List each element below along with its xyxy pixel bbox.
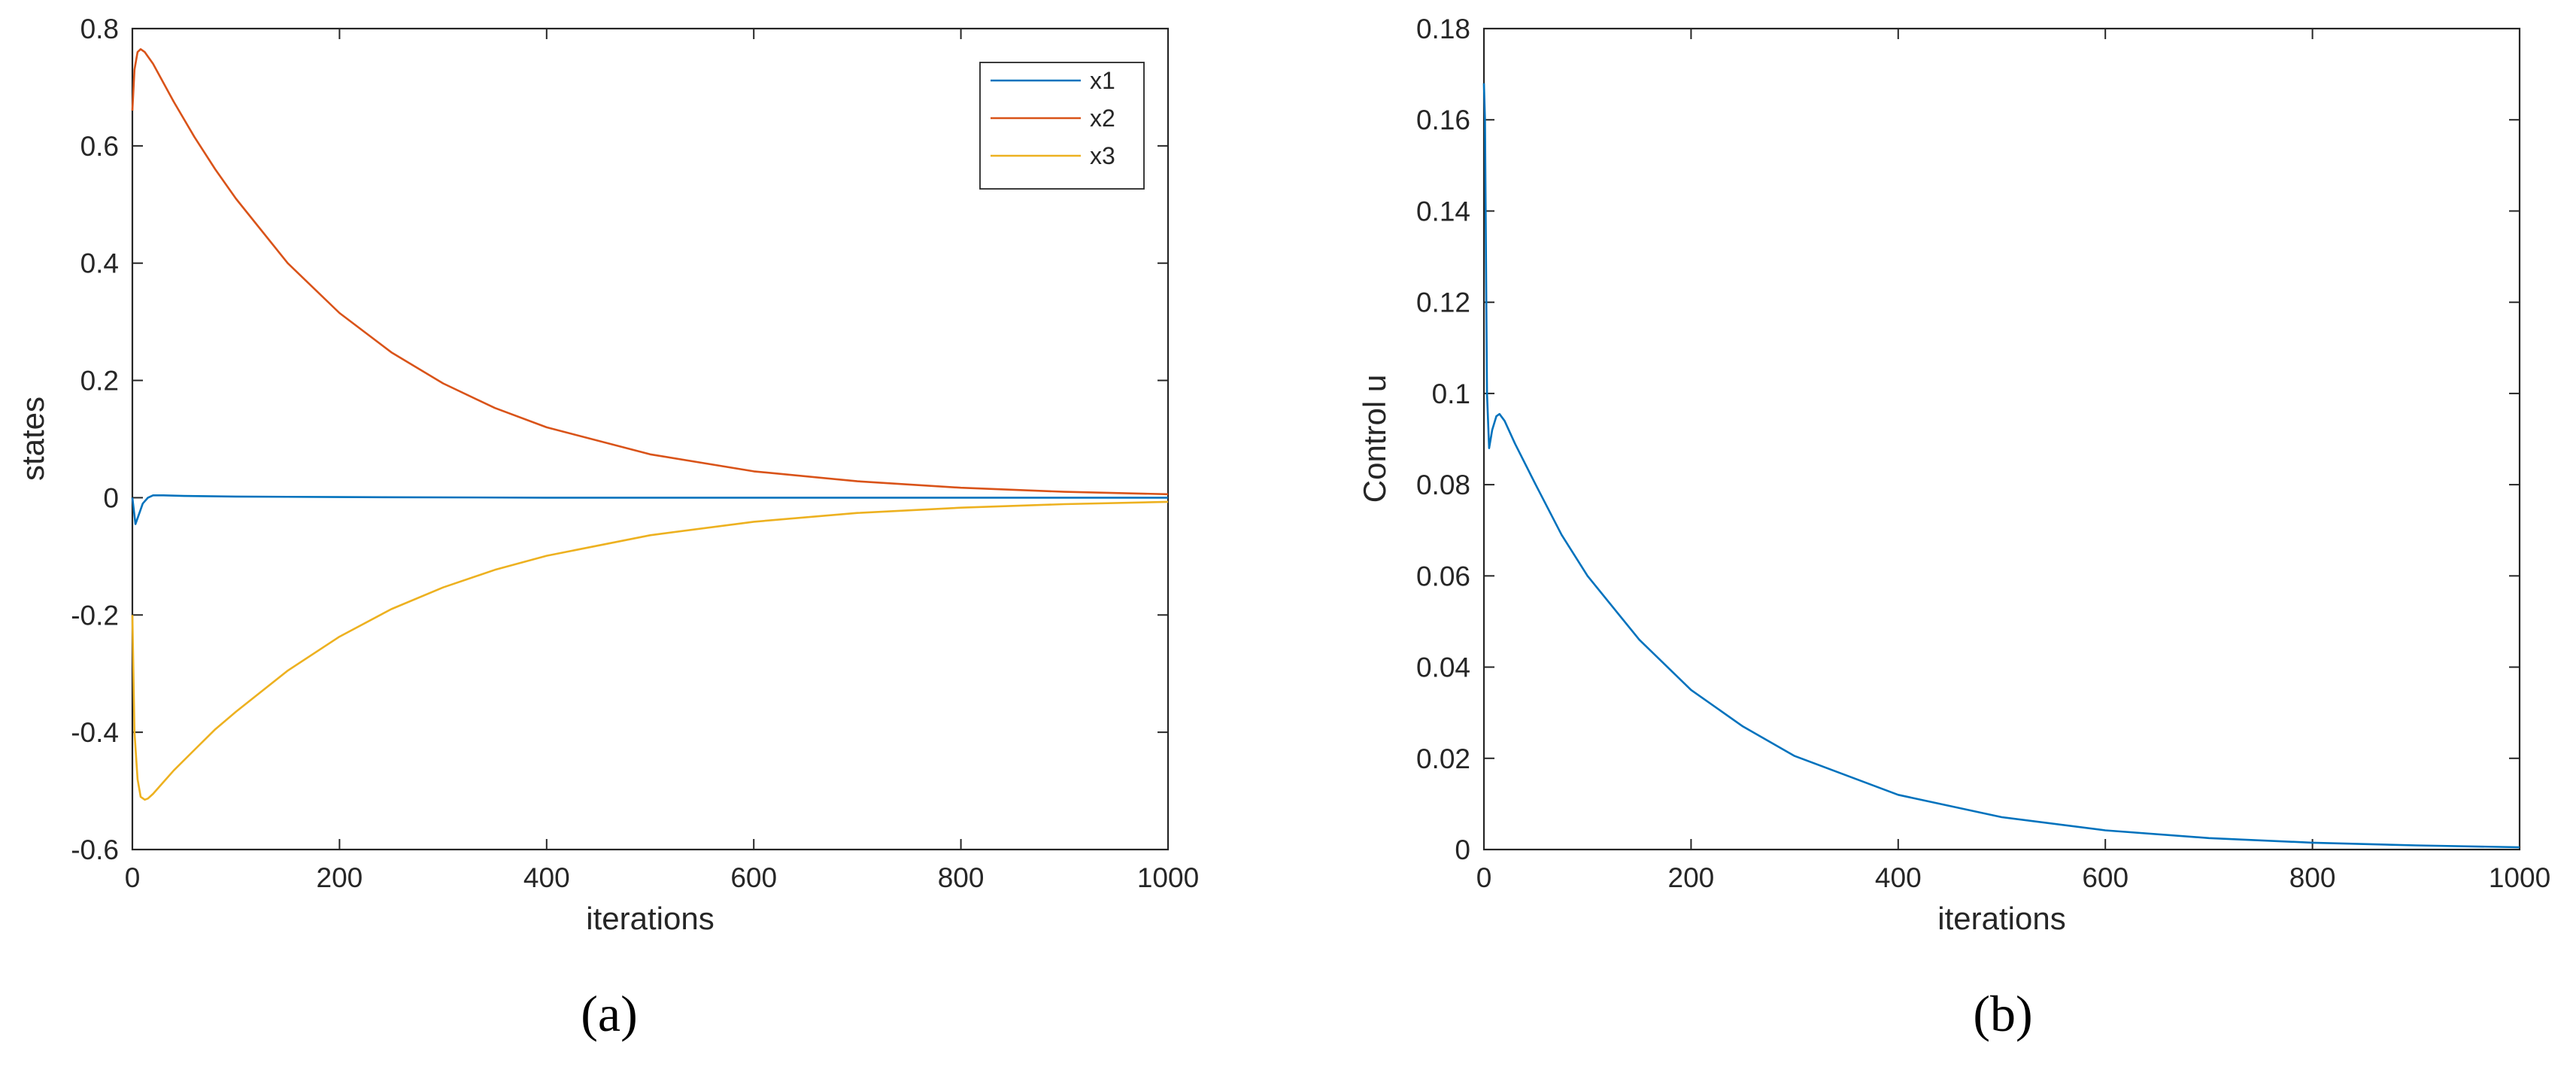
legend-entry: x1 — [1090, 67, 1115, 94]
x-axis-label: iterations — [586, 901, 714, 936]
x-tick-label: 1000 — [2489, 862, 2550, 893]
y-axis-label: Control u — [1357, 375, 1392, 503]
y-tick-label: 0.04 — [1416, 652, 1470, 683]
x-tick-label: 200 — [317, 862, 363, 893]
y-tick-label: 0.2 — [80, 366, 119, 397]
legend-box — [979, 62, 1145, 190]
y-tick-label: 0.08 — [1416, 470, 1470, 500]
chart-panel-a: 0 200 400 600 800 1000 -0.6 -0.4 -0.2 0 0.2 0.4 0.6 0… — [15, 14, 1199, 1042]
series-line-x1 — [131, 494, 1168, 525]
y-axis-label: states — [15, 397, 50, 481]
y-tick-label: -0.6 — [71, 834, 119, 865]
x-tick-label: 800 — [938, 862, 985, 893]
legend-entry: x3 — [1090, 142, 1115, 169]
x-tick-label: 400 — [1875, 862, 1922, 893]
x-tick-label: 800 — [2289, 862, 2336, 893]
y-tick-label: 0.12 — [1416, 287, 1470, 318]
y-tick-label: 0.02 — [1416, 743, 1470, 774]
x-tick-label: 200 — [1668, 862, 1715, 893]
y-tick-label: 0.06 — [1416, 561, 1470, 591]
panel-caption: (b) — [1973, 985, 2032, 1042]
y-tick-label: 0 — [103, 482, 119, 513]
y-tick-label: 0.1 — [1432, 378, 1470, 409]
chart-panel-b: 0 200 400 600 800 1000 0 0.02 0.04 0.06 0.08 0.1 0.1… — [1357, 14, 2550, 1042]
legend-entry: x2 — [1090, 105, 1115, 132]
x-axis-label: iterations — [1937, 901, 2065, 936]
x-tick-label: 1000 — [1137, 862, 1199, 893]
x-tick-label: 600 — [730, 862, 777, 893]
x-tick-label: 400 — [523, 862, 570, 893]
x-tick-label: 0 — [125, 862, 141, 893]
y-tick-label: 0.16 — [1416, 105, 1470, 135]
y-tick-label: 0.4 — [80, 248, 119, 279]
y-tick-label: 0 — [1455, 834, 1470, 865]
plot-area — [1482, 27, 2521, 851]
y-tick-label: -0.2 — [71, 600, 119, 631]
y-tick-label: 0.6 — [80, 131, 119, 162]
x-tick-label: 600 — [2082, 862, 2128, 893]
series-line-x2 — [131, 48, 1169, 496]
series-line-x3 — [131, 500, 1169, 801]
series-line-series-1 — [1482, 83, 2520, 849]
y-tick-label: 0.8 — [80, 14, 119, 44]
panel-caption: (a) — [581, 985, 637, 1042]
y-tick-label: -0.4 — [71, 717, 119, 748]
y-tick-label: 0.14 — [1416, 196, 1470, 226]
legend: x1 x2 x3 — [979, 62, 1145, 190]
y-tick-label: 0.18 — [1416, 14, 1470, 44]
x-tick-label: 0 — [1476, 862, 1492, 893]
